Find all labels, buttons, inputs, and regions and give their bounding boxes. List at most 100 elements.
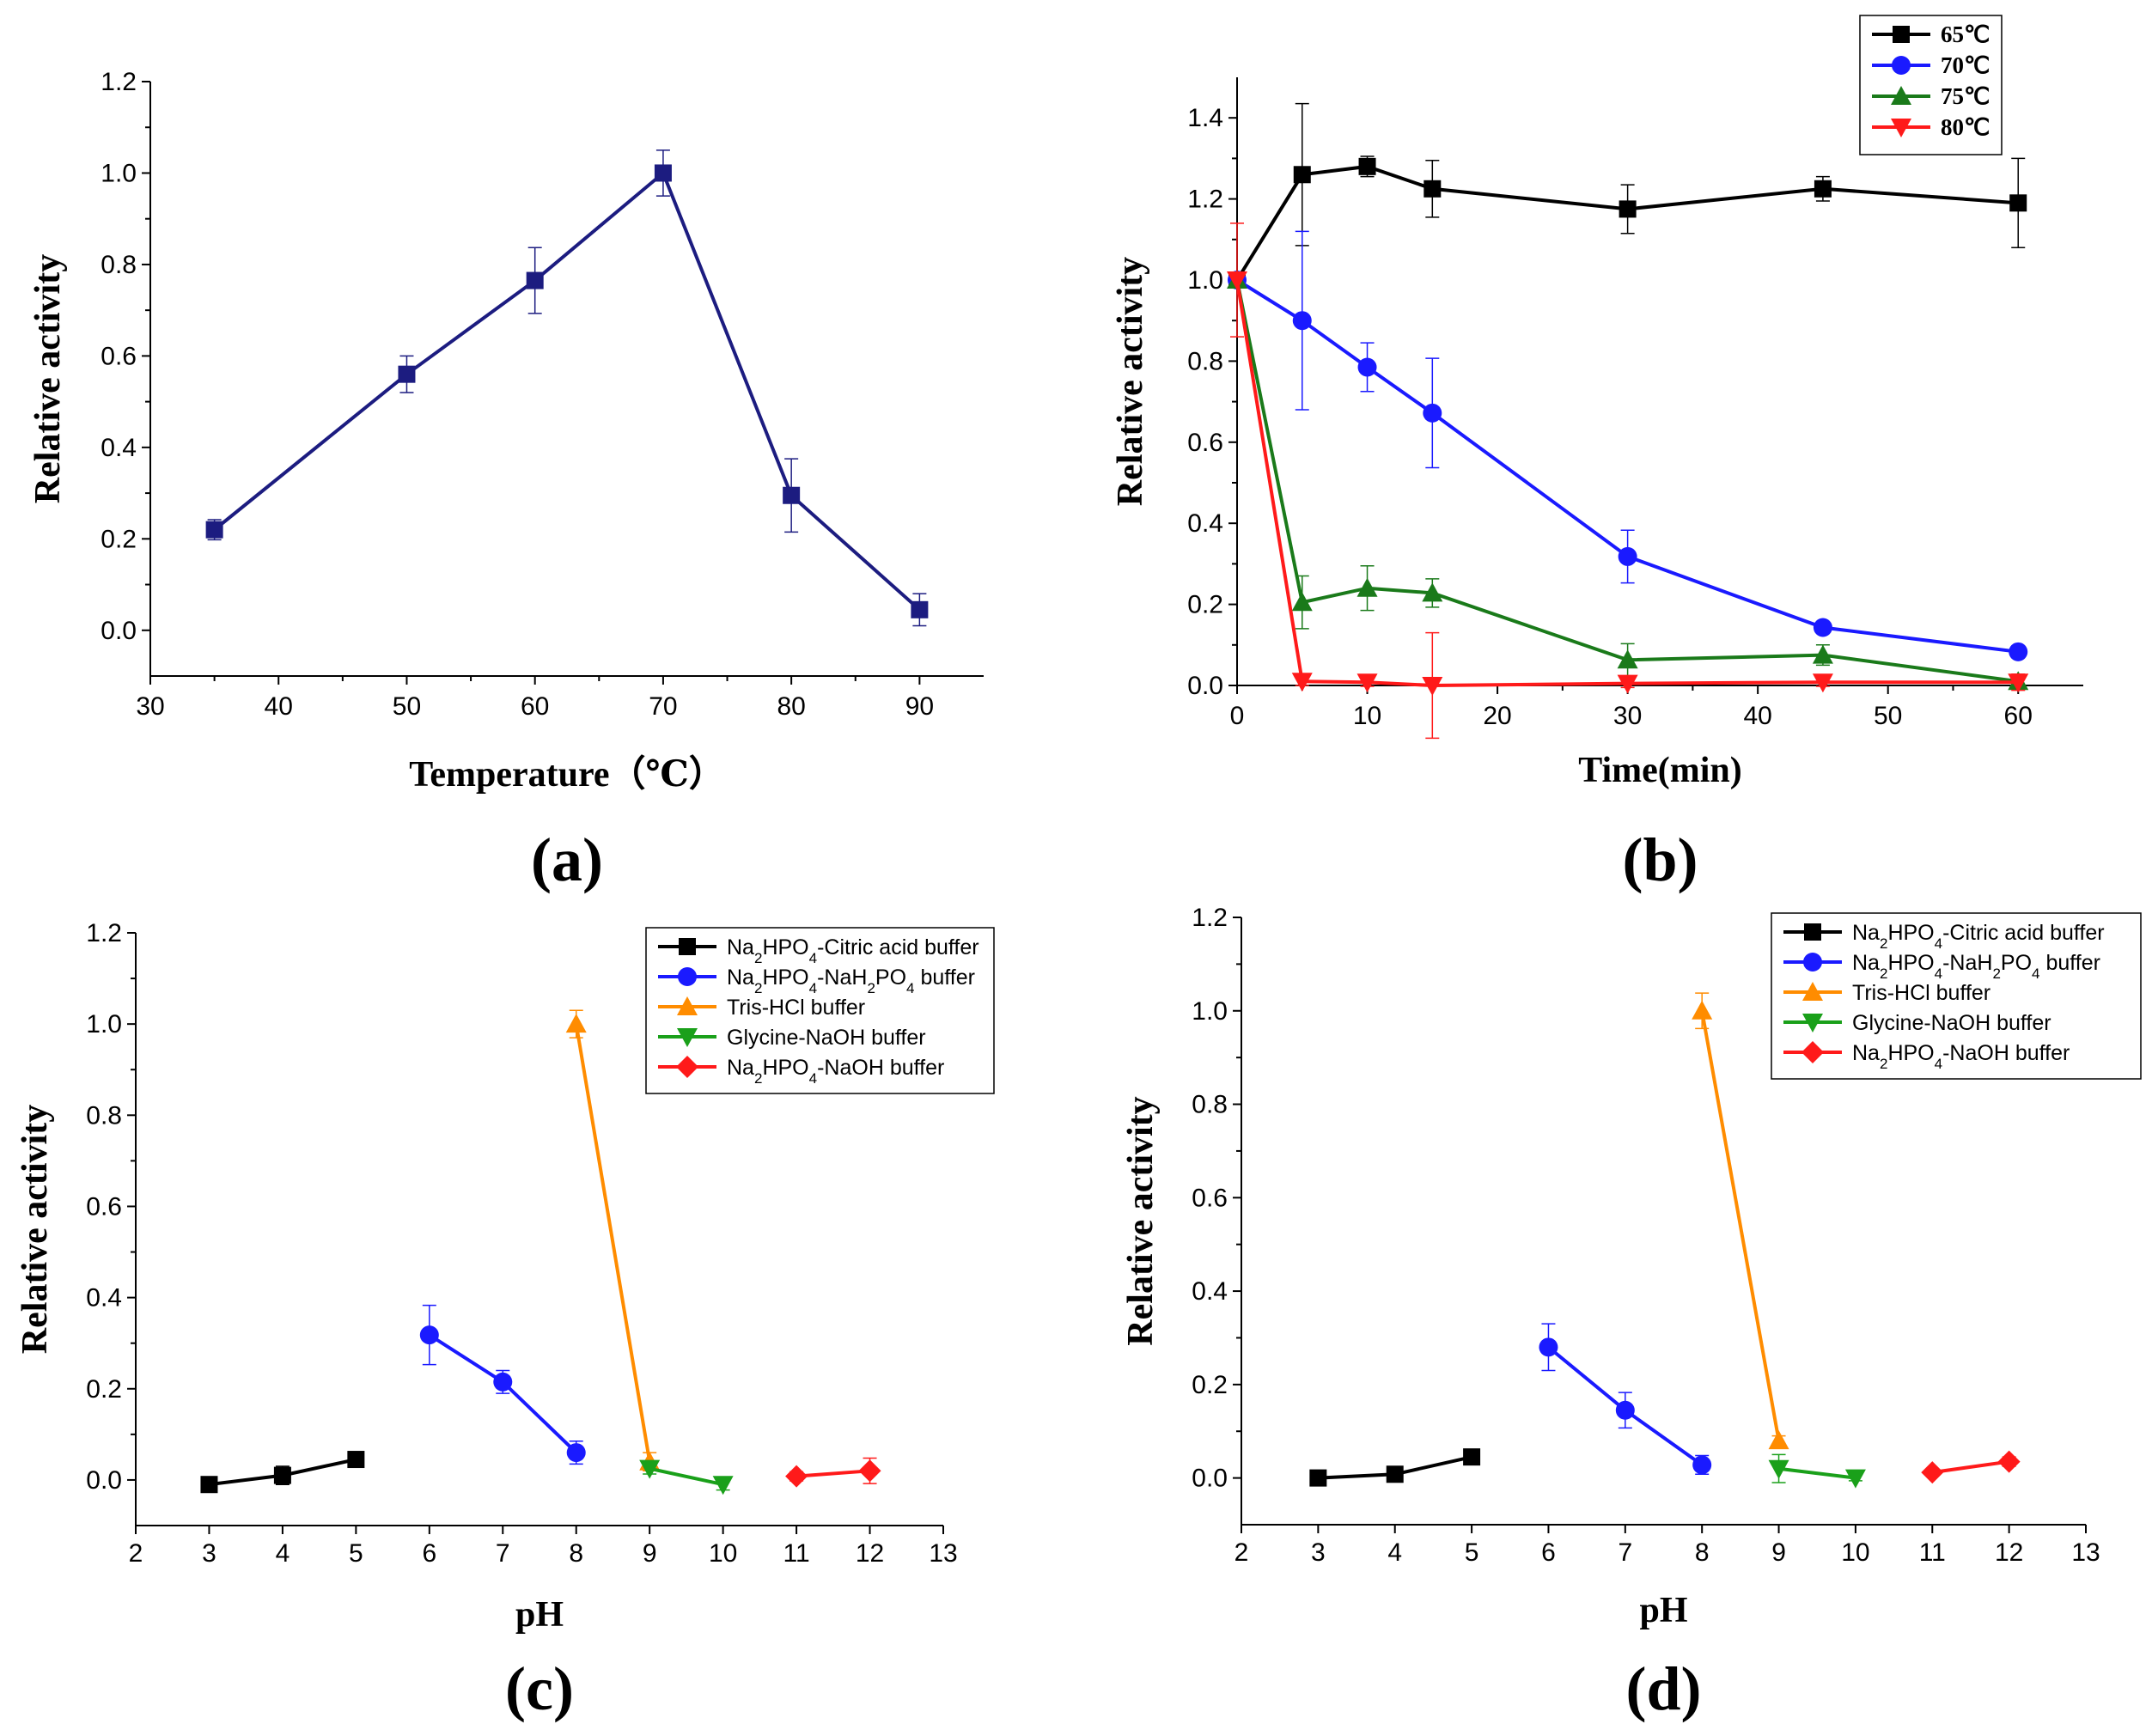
x-tick-label: 2 xyxy=(1235,1538,1249,1567)
legend: Na2HPO4-Citric acid bufferNa2HPO4-NaH2PO… xyxy=(645,927,995,1094)
x-tick-label: 5 xyxy=(1465,1538,1479,1567)
data-point xyxy=(2009,642,2028,661)
data-point xyxy=(493,1372,513,1392)
y-tick-label: 0.0 xyxy=(86,1466,122,1495)
data-point xyxy=(858,1459,881,1483)
series-line xyxy=(1778,1466,1856,1480)
y-tick-label: 0.8 xyxy=(1192,1091,1228,1119)
y-tick-label: 0.2 xyxy=(1192,1371,1228,1399)
series-3 xyxy=(1768,1453,1866,1489)
y-tick-label: 0.4 xyxy=(101,434,137,462)
panel-b: 0 10 20 30 40 50 60 0.0 0.2 0.4 0.6 0.8 1.0 1.2 1.4 Tim… xyxy=(1111,15,2083,894)
data-point xyxy=(1615,1400,1635,1420)
legend-label: Na2HPO4-NaOH buffer xyxy=(1852,1041,2070,1072)
y-tick-label: 1.0 xyxy=(86,1010,122,1039)
legend-label: Na2HPO4-NaH2PO4 buffer xyxy=(727,965,975,996)
x-tick-label: 90 xyxy=(905,692,934,721)
panel-label: (b) xyxy=(1623,825,1698,894)
data-point xyxy=(1692,1000,1713,1020)
data-point xyxy=(1844,1469,1866,1489)
data-point xyxy=(419,1325,439,1345)
y-tick-label: 1.0 xyxy=(1192,997,1228,1026)
x-tick-label: 6 xyxy=(1541,1538,1556,1567)
series-2 xyxy=(1227,270,2029,691)
y-tick-label: 1.0 xyxy=(1187,266,1223,295)
data-point xyxy=(1921,1461,1944,1484)
legend-label: 70℃ xyxy=(1941,52,1990,78)
x-tick-label: 5 xyxy=(349,1539,363,1568)
data-point xyxy=(398,365,416,383)
data-point xyxy=(712,1476,734,1495)
x-tick-label: 12 xyxy=(1995,1538,2023,1567)
legend-marker xyxy=(1804,923,1821,941)
x-tick-label: 8 xyxy=(569,1539,583,1568)
y-tick-label: 1.2 xyxy=(86,919,122,947)
y-tick-label: 0.0 xyxy=(101,617,137,645)
series-line xyxy=(1235,279,2019,688)
data-point xyxy=(565,1014,587,1033)
x-tick-label: 40 xyxy=(265,692,293,721)
y-tick-label: 1.4 xyxy=(1187,104,1223,132)
data-point xyxy=(1814,180,1832,198)
legend-marker xyxy=(679,938,696,955)
data-point xyxy=(1617,649,1638,669)
legend: Na2HPO4-Citric acid bufferNa2HPO4-NaH2PO… xyxy=(1771,912,2142,1080)
series-line xyxy=(1931,1459,2009,1475)
data-point xyxy=(1291,673,1313,692)
x-tick-label: 4 xyxy=(1387,1538,1402,1567)
panel-label: (a) xyxy=(531,825,603,894)
legend-label: Na2HPO4-NaOH buffer xyxy=(727,1056,944,1087)
x-tick-label: 40 xyxy=(1743,702,1771,730)
data-point xyxy=(1423,403,1442,423)
legend-label: Na2HPO4-Citric acid buffer xyxy=(1852,921,2105,952)
series-0 xyxy=(205,149,929,627)
series-4 xyxy=(1921,1450,2021,1484)
data-point xyxy=(526,271,544,289)
data-point xyxy=(273,1466,291,1484)
data-point xyxy=(1356,673,1378,693)
legend: 65℃ 70℃ 75℃ 80℃ xyxy=(1859,15,2003,155)
data-point xyxy=(2009,194,2027,212)
y-tick-label: 0.4 xyxy=(1192,1277,1228,1306)
legend-marker xyxy=(676,1056,698,1078)
legend-label: 65℃ xyxy=(1941,21,1990,47)
legend-label: Glycine-NaOH buffer xyxy=(1852,1011,2051,1035)
data-point xyxy=(1293,166,1311,184)
x-tick-label: 0 xyxy=(1230,702,1245,730)
x-tick-label: 6 xyxy=(422,1539,436,1568)
data-point xyxy=(1617,674,1638,694)
data-point xyxy=(200,1476,218,1494)
y-tick-label: 0.8 xyxy=(86,1101,122,1130)
legend-marker xyxy=(1891,119,1911,137)
x-tick-label: 7 xyxy=(496,1539,510,1568)
x-tick-label: 50 xyxy=(1874,702,1902,730)
x-tick-label: 80 xyxy=(777,692,805,721)
x-axis-title: Time(min) xyxy=(1578,751,1742,790)
data-point xyxy=(1539,1337,1558,1357)
legend-marker xyxy=(1892,56,1911,75)
x-tick-label: 60 xyxy=(521,692,549,721)
y-axis-title: Relative activity xyxy=(28,254,68,503)
data-point xyxy=(1423,180,1442,198)
legend-label: 75℃ xyxy=(1941,83,1990,109)
data-point xyxy=(1356,577,1378,597)
x-tick-label: 3 xyxy=(1311,1538,1326,1567)
series-1 xyxy=(1228,230,2028,661)
x-tick-label: 13 xyxy=(2071,1538,2100,1567)
series-0 xyxy=(1228,102,2027,289)
panel-c: 2 3 4 5 6 7 8 9 10 11 12 13 0.0 0.2 0.4 0.6 0.8 1.0 1.2 pH R… xyxy=(15,919,995,1723)
x-tick-label: 11 xyxy=(783,1539,810,1568)
data-point xyxy=(2008,673,2029,693)
panel-a: 30 40 50 60 70 80 90 0.0 0.2 0.4 0.6 0.8 1.0 1.2 Tempe… xyxy=(28,68,984,894)
data-point xyxy=(1357,357,1377,377)
legend-box xyxy=(1859,15,2003,155)
y-tick-label: 0.6 xyxy=(1187,429,1223,457)
data-point xyxy=(1386,1465,1404,1483)
x-tick-label: 4 xyxy=(276,1539,290,1568)
x-tick-label: 50 xyxy=(393,692,421,721)
data-point xyxy=(566,1443,586,1463)
data-point xyxy=(1812,673,1833,693)
legend-marker xyxy=(677,1028,698,1047)
x-tick-label: 13 xyxy=(929,1539,957,1568)
